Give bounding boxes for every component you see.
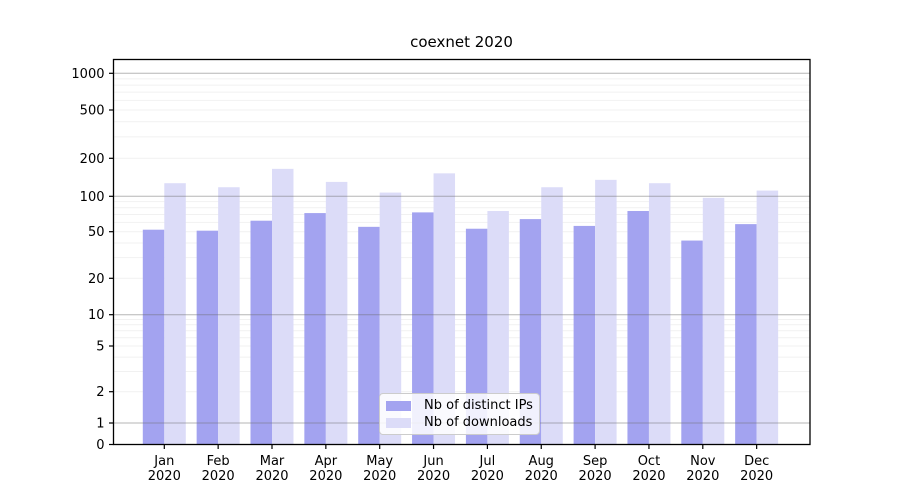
bar [595, 179, 617, 445]
bar [702, 197, 725, 445]
x-tick-label-month: Mar [260, 454, 285, 469]
y-tick-label: 0 [96, 438, 104, 453]
x-tick-label-month: Oct [638, 454, 660, 469]
x-tick-label-month: Jan [153, 454, 174, 469]
y-tick-label: 200 [80, 152, 105, 167]
x-tick-label-month: Apr [315, 454, 338, 469]
bar [627, 210, 649, 445]
x-tick-label-year: 2020 [579, 469, 612, 484]
bar [325, 181, 348, 445]
x-tick-label-month: Nov [690, 454, 716, 469]
x-tick-label-month: Sep [583, 454, 608, 469]
x-tick-label-year: 2020 [363, 469, 396, 484]
bar [250, 220, 272, 445]
bar [487, 210, 509, 445]
bar [541, 187, 563, 445]
legend-label-distinct-ips: Nb of distinct IPs [424, 398, 533, 413]
y-tick-label: 100 [80, 190, 105, 205]
bar [272, 168, 294, 445]
bar [573, 225, 596, 445]
y-tick-label: 5 [96, 340, 104, 355]
x-tick-label-year: 2020 [525, 469, 558, 484]
x-tick-label-year: 2020 [255, 469, 288, 484]
y-tick-label: 20 [88, 272, 105, 287]
bar [519, 219, 542, 445]
bar [196, 230, 219, 445]
x-tick-label-month: May [366, 454, 393, 469]
x-tick-label-month: Dec [744, 454, 769, 469]
x-tick-label-month: Jun [422, 454, 443, 469]
y-tick-label: 10 [88, 308, 105, 323]
bar [164, 183, 186, 445]
bar [681, 240, 703, 445]
x-tick-label-month: Feb [207, 454, 230, 469]
x-tick-label-year: 2020 [740, 469, 773, 484]
x-tick-label-year: 2020 [686, 469, 719, 484]
x-tick-label-year: 2020 [632, 469, 665, 484]
bar [358, 226, 380, 445]
bar [379, 192, 402, 445]
axes-spines [112, 58, 811, 446]
x-tick-label-year: 2020 [202, 469, 235, 484]
x-tick-label-month: Jul [479, 454, 496, 469]
legend-item-downloads: Nb of downloads [386, 414, 533, 431]
chart-title: coexnet 2020 [410, 33, 513, 51]
y-tick-label: 50 [88, 225, 105, 240]
legend: Nb of distinct IPs Nb of downloads [379, 393, 540, 435]
bar [433, 173, 456, 445]
x-tick-label-year: 2020 [148, 469, 181, 484]
y-tick-label: 1000 [71, 67, 104, 82]
bar [218, 187, 240, 445]
legend-item-distinct-ips: Nb of distinct IPs [386, 397, 533, 414]
x-tick-label-year: 2020 [309, 469, 342, 484]
bar [142, 229, 165, 445]
x-tick-label-year: 2020 [417, 469, 450, 484]
bar [465, 228, 488, 445]
bar [304, 213, 326, 445]
x-tick-label-month: Aug [529, 454, 554, 469]
x-tick-label-year: 2020 [471, 469, 504, 484]
bar [735, 224, 757, 445]
y-tick-label: 2 [96, 385, 104, 400]
y-tick-label: 500 [80, 104, 105, 119]
y-tick-label: 1 [96, 417, 104, 432]
legend-swatch-downloads [386, 417, 411, 428]
bar [648, 183, 671, 445]
bar [756, 190, 779, 445]
legend-label-downloads: Nb of downloads [424, 415, 533, 430]
legend-swatch-distinct-ips [386, 400, 411, 411]
bar [412, 212, 434, 445]
